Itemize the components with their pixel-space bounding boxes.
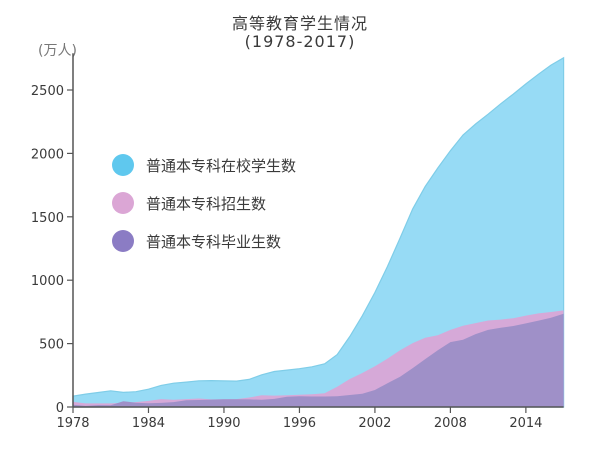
legend-swatch-graduated-icon (112, 230, 134, 252)
svg-text:2008: 2008 (434, 416, 467, 431)
svg-text:0: 0 (56, 401, 64, 416)
svg-text:500: 500 (39, 338, 64, 353)
legend-item-admitted: 普通本专科招生数 (112, 184, 296, 222)
legend-label: 普通本专科毕业生数 (146, 232, 282, 251)
axes: 0 500 1000 1500 2000 2500 1978 1984 1990 1996 2002… (31, 53, 564, 431)
area-enrolled (72, 56, 565, 408)
svg-text:2002: 2002 (358, 416, 391, 431)
svg-text:2000: 2000 (31, 147, 64, 162)
chart-title: 高等教育学生情况 (231, 14, 368, 33)
area-graduated (73, 313, 564, 407)
legend-label: 普通本专科在校学生数 (146, 156, 297, 175)
y-axis-unit-label: (万人) (38, 43, 77, 59)
svg-text:1500: 1500 (31, 211, 64, 226)
svg-text:1996: 1996 (283, 416, 316, 431)
legend: 普通本专科在校学生数 普通本专科招生数 普通本专科毕业生数 (112, 146, 296, 260)
svg-text:2500: 2500 (31, 84, 64, 99)
chart-subtitle: (1978-2017) (244, 32, 356, 51)
legend-swatch-enrolled-icon (112, 154, 134, 176)
svg-text:1984: 1984 (132, 416, 165, 431)
svg-text:1990: 1990 (207, 416, 240, 431)
legend-swatch-admitted-icon (112, 192, 134, 214)
svg-text:1000: 1000 (31, 274, 64, 289)
legend-item-enrolled: 普通本专科在校学生数 (112, 146, 296, 184)
plot-areas (72, 56, 565, 408)
legend-label: 普通本专科招生数 (146, 194, 267, 213)
svg-text:2014: 2014 (509, 416, 542, 431)
legend-item-graduated: 普通本专科毕业生数 (112, 222, 296, 260)
svg-text:1978: 1978 (56, 416, 89, 431)
